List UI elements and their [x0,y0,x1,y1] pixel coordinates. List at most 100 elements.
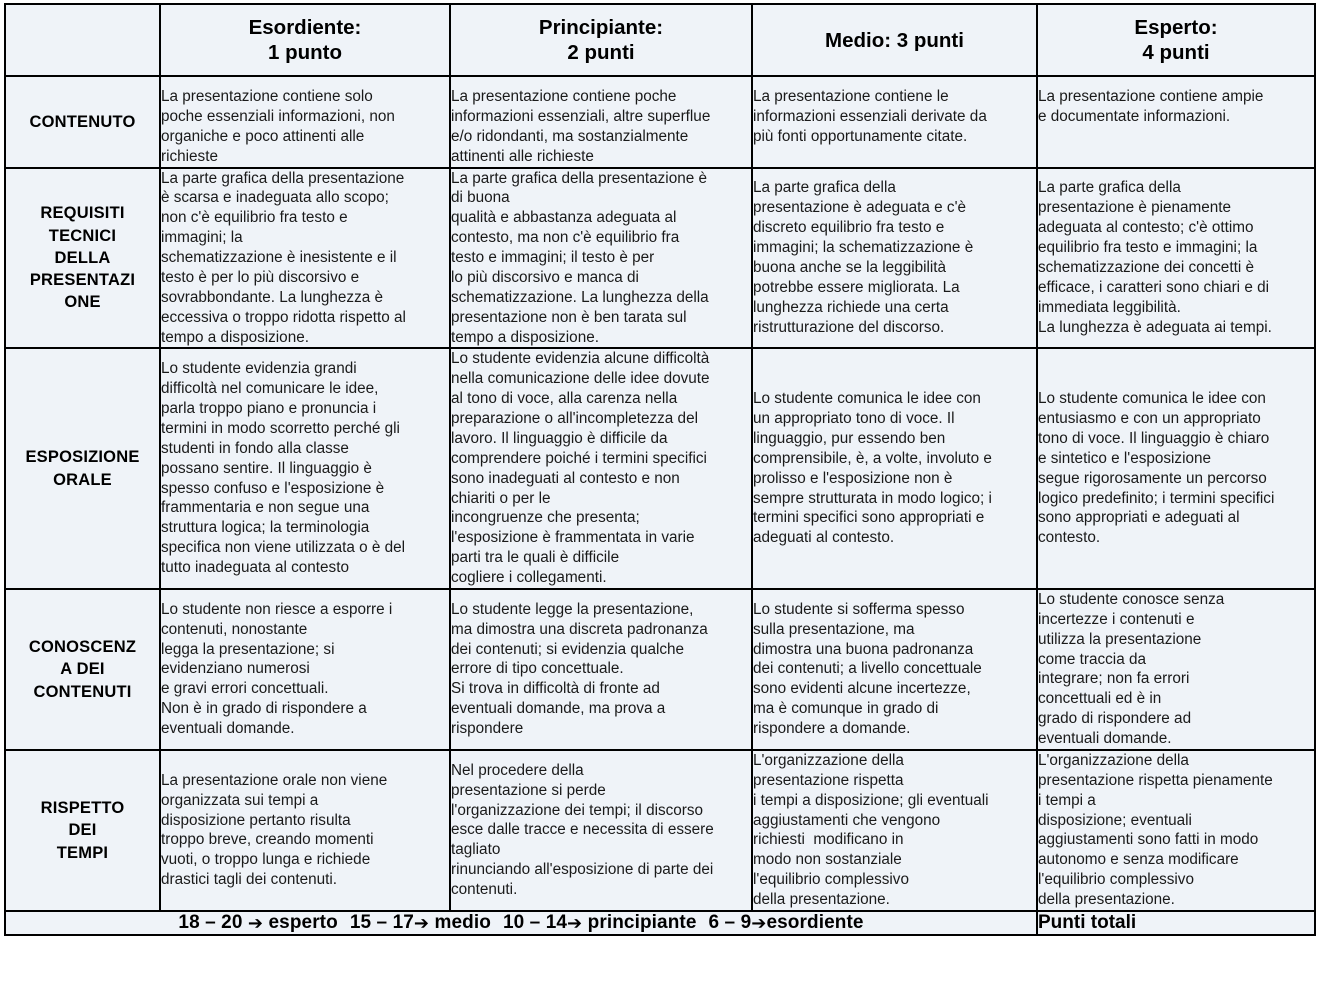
cell-text: La parte grafica della presentazione è d… [451,169,709,346]
arrow-right-icon: ➔ [751,912,767,934]
criterion-line: PRESENTAZI [29,271,136,290]
header-row: Esordiente: 1 punto Principiante: 2 punt… [4,3,1316,77]
arrow-right-icon: ➔ [567,912,583,934]
score-band-esordiente: 6 – 9➔esordiente [709,912,864,934]
total-points-label: Punti totali [1036,909,1316,936]
cell-text: La parte grafica della presentazione è p… [1038,179,1272,336]
criterion-line: A DEI [60,660,105,679]
table-body: CONTENUTO La presentazione contiene solo… [4,75,1316,936]
cell-text: Lo studente si sofferma spesso sulla pre… [753,600,982,738]
cell-text: Lo studente non riesce a esporre i conte… [161,600,393,738]
cell-requisiti-principiante: La parte grafica della presentazione è d… [449,166,753,350]
footer-row: 18 – 20 ➔ esperto 15 – 17➔ medio 10 – 14➔ … [4,909,1316,936]
score-label: esperto [268,911,338,933]
criterion-line: ONE [64,293,101,312]
criterion-line: CONOSCENZ [28,637,137,656]
header-level-esperto-line2: 4 punti [1142,41,1210,64]
criterion-line: CONTENUTI [33,682,132,701]
cell-tempi-esperto: L'organizzazione della presentazione ris… [1036,748,1316,912]
score-band-esperto: 18 – 20 ➔ esperto [178,912,337,934]
cell-text: La presentazione contiene poche informaz… [451,88,711,165]
cell-text: Lo studente evidenzia grandi difficoltà … [161,360,406,577]
header-level-principiante-line1: Principiante: [538,16,664,39]
evaluation-rubric-table: Esordiente: 1 punto Principiante: 2 punt… [4,3,1316,936]
cell-esposizione-esordiente: Lo studente evidenzia grandi difficoltà … [159,347,451,590]
criterion-conoscenza-contenuti: CONOSCENZ A DEI CONTENUTI [4,587,161,751]
header-level-esperto-line1: Esperto: [1134,16,1218,39]
header-level-principiante: Principiante: 2 punti [449,3,753,77]
cell-tempi-medio: L'organizzazione della presentazione ris… [751,748,1038,912]
cell-text: Lo studente comunica le idee con entusia… [1038,390,1275,547]
score-band-principiante: 10 – 14➔ principiante [503,912,697,934]
criterion-requisiti-tecnici: REQUISITI TECNICI DELLA PRESENTAZI ONE [4,166,161,350]
criterion-line: TEMPI [56,843,109,862]
table-header: Esordiente: 1 punto Principiante: 2 punt… [4,3,1316,77]
criterion-contenuto: CONTENUTO [4,75,161,169]
cell-conoscenza-medio: Lo studente si sofferma spesso sulla pre… [751,587,1038,751]
cell-tempi-esordiente: La presentazione orale non viene organiz… [159,748,451,912]
cell-text: Lo studente conosce senza incertezze i c… [1038,590,1225,747]
score-band-medio: 15 – 17➔ medio [350,912,491,934]
score-range: 18 – 20 [178,911,243,933]
cell-text: La presentazione orale non viene organiz… [161,771,388,889]
header-corner-cell [4,3,161,77]
score-range: 15 – 17 [349,911,414,933]
cell-requisiti-esordiente: La parte grafica della presentazione è s… [159,166,451,350]
criterion-line: DEI [68,821,97,840]
score-label: principiante [587,911,697,933]
cell-esposizione-esperto: Lo studente comunica le idee con entusia… [1036,347,1316,590]
cell-text: L'organizzazione della presentazione ris… [753,751,989,908]
cell-esposizione-medio: Lo studente comunica le idee con un appr… [751,347,1038,590]
table-row: REQUISITI TECNICI DELLA PRESENTAZI ONE L… [4,166,1316,350]
score-label: esordiente [766,911,864,933]
cell-text: La presentazione contiene solo poche ess… [161,88,395,165]
table-row: ESPOSIZIONE ORALE Lo studente evidenzia … [4,347,1316,590]
cell-conoscenza-esperto: Lo studente conosce senza incertezze i c… [1036,587,1316,751]
cell-esposizione-principiante: Lo studente evidenzia alcune difficoltà … [449,347,753,590]
criterion-line: ORALE [53,470,112,489]
criterion-line: TECNICI [48,226,117,245]
arrow-right-icon: ➔ [247,912,264,934]
cell-contenuto-principiante: La presentazione contiene poche informaz… [449,75,753,169]
cell-text: L'organizzazione della presentazione ris… [1038,751,1273,908]
cell-contenuto-medio: La presentazione contiene le informazion… [751,75,1038,169]
header-level-esperto: Esperto: 4 punti [1036,3,1316,77]
cell-text: Lo studente comunica le idee con un appr… [753,390,992,547]
cell-text: La presentazione contiene ampie e docume… [1038,88,1264,125]
score-label: medio [434,911,491,933]
header-level-esordiente-line2: 1 punto [267,41,342,64]
header-level-medio-line1: Medio: 3 punti [825,28,964,52]
cell-text: La parte grafica della presentazione è s… [161,169,406,346]
cell-requisiti-esperto: La parte grafica della presentazione è p… [1036,166,1316,350]
cell-conoscenza-esordiente: Lo studente non riesce a esporre i conte… [159,587,451,751]
cell-contenuto-esordiente: La presentazione contiene solo poche ess… [159,75,451,169]
score-range: 6 – 9 [708,911,752,933]
arrow-right-icon: ➔ [413,912,430,934]
criterion-esposizione-orale: ESPOSIZIONE ORALE [4,347,161,590]
cell-tempi-principiante: Nel procedere della presentazione si per… [449,748,753,912]
cell-text: Lo studente legge la presentazione, ma d… [451,600,708,738]
cell-conoscenza-principiante: Lo studente legge la presentazione, ma d… [449,587,753,751]
score-range: 10 – 14 [502,911,568,933]
header-level-esordiente: Esordiente: 1 punto [159,3,451,77]
total-points-text: Punti totali [1038,911,1137,933]
header-level-medio: Medio: 3 punti [751,3,1038,77]
criterion-line: RISPETTO [40,798,125,817]
table-row: CONTENUTO La presentazione contiene solo… [4,75,1316,169]
header-level-principiante-line2: 2 punti [567,41,635,64]
score-scale-legend: 18 – 20 ➔ esperto 15 – 17➔ medio 10 – 14➔ … [4,909,1038,936]
header-level-esordiente-line1: Esordiente: [248,16,362,39]
cell-contenuto-esperto: La presentazione contiene ampie e docume… [1036,75,1316,169]
table-row: CONOSCENZ A DEI CONTENUTI Lo studente no… [4,587,1316,751]
cell-text: Nel procedere della presentazione si per… [451,761,714,899]
cell-text: Lo studente evidenzia alcune difficoltà … [451,350,710,586]
table-row: RISPETTO DEI TEMPI La presentazione oral… [4,748,1316,912]
cell-text: La parte grafica della presentazione è a… [753,179,974,336]
criterion-line: DELLA [54,248,111,267]
criterion-line: CONTENUTO [29,112,136,131]
criterion-line: REQUISITI [40,204,125,223]
cell-requisiti-medio: La parte grafica della presentazione è a… [751,166,1038,350]
criterion-rispetto-tempi: RISPETTO DEI TEMPI [4,748,161,912]
cell-text: La presentazione contiene le informazion… [753,88,987,145]
